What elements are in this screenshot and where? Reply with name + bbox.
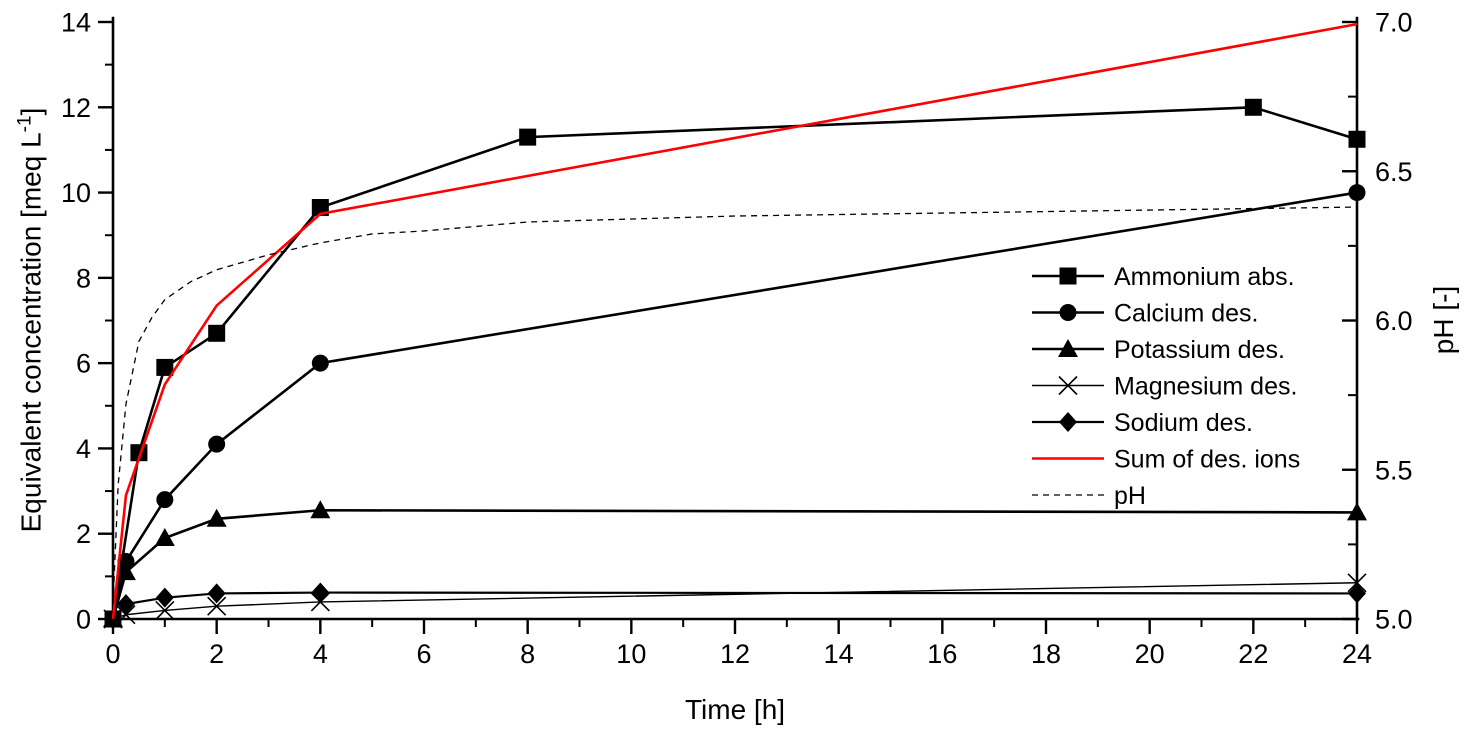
y-left-tick-label: 4 [76,434,91,464]
y-right-tick-label: 5.0 [1375,605,1413,635]
marker-diamond [1348,583,1366,604]
marker-square [156,358,174,376]
marker-circle [1059,304,1077,321]
marker-circle [156,491,174,509]
tick-marks [98,20,1359,634]
marker-circle [208,435,226,453]
marker-triangle [1058,339,1078,357]
legend-item-sum-of-des-ions: Sum of des. ions [1032,446,1300,474]
marker-square [208,324,226,342]
series-line-calcium-des [111,191,1358,620]
y-axis-left-title-sup: -1 [14,115,36,133]
y-right-tick-label: 6.5 [1375,157,1413,187]
y-left-tick-label: 2 [76,519,91,549]
x-tick-label: 22 [1238,639,1268,669]
marker-x [207,596,227,616]
marker-triangle [154,527,175,546]
legend-label-magnesium-des: Magnesium des. [1114,373,1297,401]
tick-labels: 0 2 4 6 8 10 12 14 16 18 20 22 24024681012145.05.56.… [61,8,1413,670]
y-left-tick-label: 6 [76,349,91,379]
legend-label-potassium-des: Potassium des. [1114,336,1285,364]
series-line-sodium-des [112,591,1358,620]
legend-label-calcium-des: Calcium des. [1114,300,1259,328]
marker-x [1058,375,1078,396]
x-tick-label: 12 [720,639,750,669]
series-magnesium-des [103,573,1367,629]
legend-item-sodium-des: Sodium des. [1032,409,1253,437]
series-line-ph [112,206,1358,605]
marker-diamond [207,583,226,604]
marker-x [155,600,175,621]
x-tick-label: 20 [1135,639,1165,669]
series-line-sum-of-des-ions [111,22,1358,620]
y-right-tick-label: 5.5 [1375,455,1413,485]
x-tick-label: 6 [416,639,431,669]
series-ph [112,206,1358,605]
y-axis-left-title: Equivalent concentration [meq L-1] [14,108,47,533]
marker-circle [311,354,329,372]
marker-diamond [116,594,135,615]
x-tick-label: 2 [209,639,224,669]
y-axis-left-title-text: Equivalent concentration [meq L [15,132,47,533]
series-sum-of-des-ions [111,22,1358,620]
x-tick-label: 18 [1031,639,1061,669]
marker-square [519,128,537,146]
legend-item-magnesium-des: Magnesium des. [1032,373,1297,401]
marker-diamond [311,582,330,603]
marker-triangle [310,500,331,519]
y-axis-right-title: pH [-] [1428,285,1459,355]
marker-square [1244,98,1262,116]
series-potassium-des [103,500,1367,627]
marker-diamond [155,587,174,608]
marker-triangle [1347,502,1367,521]
marker-circle [117,552,135,570]
x-tick-label: 10 [616,639,646,669]
legend-item-potassium-des: Potassium des. [1032,336,1285,364]
x-tick-label: 24 [1342,639,1372,669]
marker-square [311,198,329,216]
series-calcium-des [104,184,1366,628]
legend-item-calcium-des: Calcium des. [1032,300,1259,328]
y-axis-left-title-close: ] [15,107,47,116]
marker-triangle [115,562,136,581]
y-right-tick-label: 7.0 [1375,8,1413,38]
x-tick-label: 0 [105,639,120,669]
marker-triangle [206,508,227,527]
x-tick-label: 8 [520,639,535,669]
y-right-tick-label: 6.0 [1375,306,1413,336]
marker-circle [1348,184,1366,202]
legend-label-ammonium-abs: Ammonium abs. [1114,263,1295,291]
legend-label-ph: pH [1114,482,1146,510]
legend: Ammonium abs. Calcium des. Potassium des. M… [1032,263,1300,510]
series-line-ammonium-abs [111,105,1358,620]
marker-diamond [1059,412,1077,432]
marker-square [1348,130,1366,148]
y-left-tick-label: 12 [61,93,91,123]
legend-item-ammonium-abs: Ammonium abs. [1032,263,1295,291]
legend-label-sodium-des: Sodium des. [1114,409,1253,437]
marker-x [1347,573,1367,593]
x-tick-label: 4 [313,639,328,669]
y-left-tick-label: 10 [61,178,91,208]
legend-item-ph: pH [1032,482,1146,510]
y-left-tick-label: 0 [76,605,91,635]
x-tick-label: 14 [824,639,854,669]
y-left-tick-label: 8 [76,263,91,293]
series-line-magnesium-des [112,582,1358,620]
y-left-tick-label: 14 [61,8,91,38]
legend-label-sum-of-des-ions: Sum of des. ions [1114,446,1300,474]
x-tick-label: 16 [927,639,957,669]
x-axis-title: Time [h] [684,694,786,725]
marker-square [1059,267,1077,285]
